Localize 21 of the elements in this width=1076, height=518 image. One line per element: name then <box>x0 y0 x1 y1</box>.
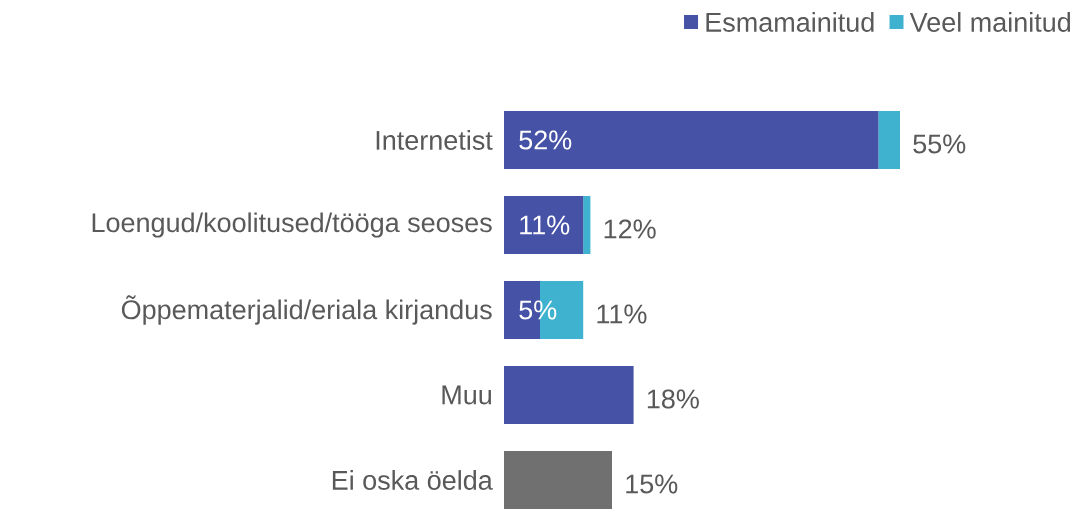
bar <box>504 365 634 424</box>
data-label: 52% <box>519 130 572 150</box>
data-label: 5% <box>519 300 557 320</box>
bar <box>878 110 900 169</box>
legend-label: Esmamainitud <box>706 11 874 32</box>
total-label: 11% <box>597 304 647 324</box>
bar <box>504 110 879 169</box>
y-tick-label: Õppematerjalid/eriala kirjandus <box>121 295 492 325</box>
total-label: 15% <box>626 474 678 494</box>
total-label: 12% <box>604 219 656 239</box>
y-tick-label: Muu <box>442 385 491 405</box>
y-tick-label: Loengud/koolitused/tööga seoses <box>92 212 492 238</box>
y-tick-label: Ei oska öelda <box>332 469 493 490</box>
legend-label: Veel mainitud <box>909 11 1071 32</box>
bar <box>504 450 612 509</box>
total-label: 55% <box>913 134 966 154</box>
y-tick-label: Internetist <box>376 129 493 150</box>
data-label: 11% <box>520 215 570 235</box>
bar <box>504 195 584 254</box>
bar <box>583 195 591 254</box>
total-label: 18% <box>647 389 699 409</box>
